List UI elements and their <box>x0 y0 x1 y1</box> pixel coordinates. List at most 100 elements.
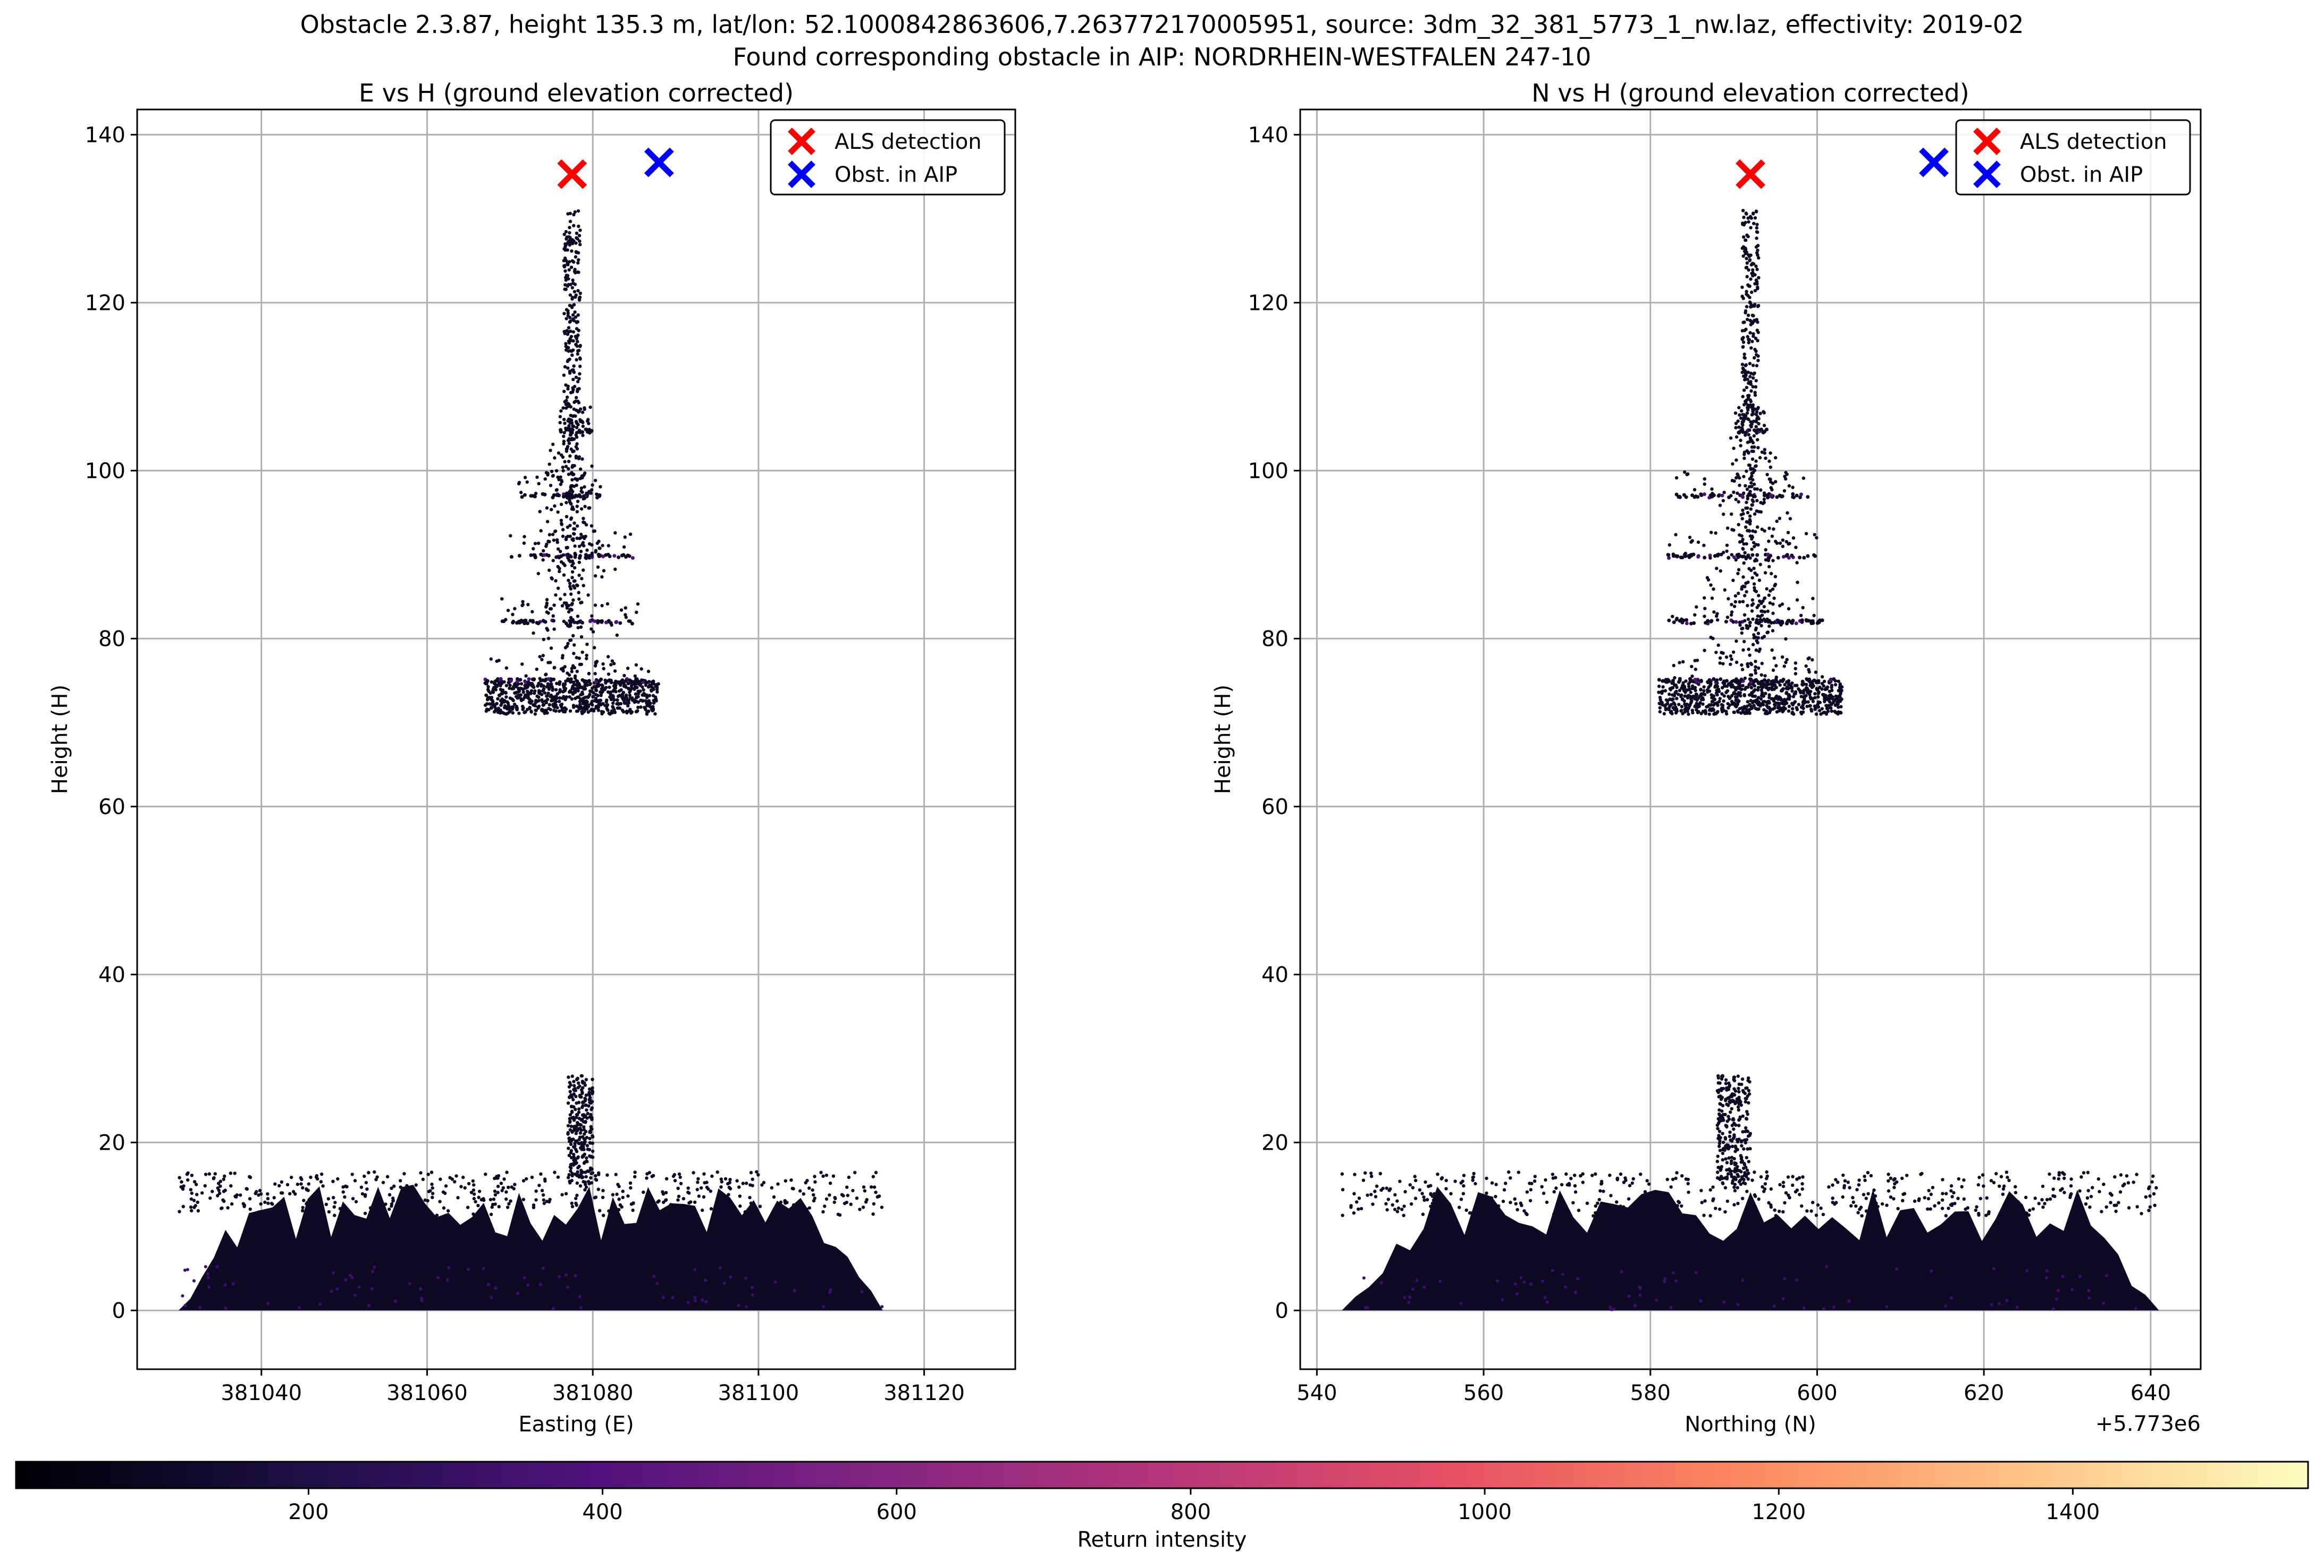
point <box>585 1156 588 1160</box>
point <box>223 1283 227 1287</box>
point <box>2108 1192 2112 1195</box>
point <box>195 1183 198 1186</box>
point <box>1781 538 1785 542</box>
point <box>279 1191 283 1195</box>
point <box>574 1116 578 1119</box>
point <box>647 704 651 707</box>
point <box>599 485 602 488</box>
point <box>568 1090 572 1093</box>
point <box>570 478 574 482</box>
point <box>576 626 580 630</box>
point <box>719 1202 723 1206</box>
point <box>1677 703 1681 706</box>
point <box>1633 1304 1637 1308</box>
point <box>1353 1173 1357 1176</box>
point <box>629 679 634 684</box>
point <box>1822 679 1826 684</box>
point <box>593 619 597 623</box>
point <box>1748 522 1752 526</box>
point <box>626 681 630 686</box>
point <box>521 600 525 604</box>
point <box>1893 1177 1897 1181</box>
point <box>624 616 628 619</box>
point <box>1708 553 1712 558</box>
point <box>832 1200 836 1204</box>
point <box>1896 1207 1900 1210</box>
point <box>594 693 598 697</box>
point <box>1780 698 1783 702</box>
point <box>1744 309 1748 313</box>
point <box>1711 699 1715 704</box>
point <box>484 1173 487 1176</box>
point <box>1754 336 1758 340</box>
point <box>561 706 565 711</box>
point <box>521 1198 525 1201</box>
point <box>671 1174 676 1178</box>
point <box>1393 1208 1397 1211</box>
point <box>364 1181 368 1185</box>
point <box>831 1174 836 1178</box>
point <box>1920 1171 1924 1176</box>
point <box>567 610 571 614</box>
point <box>578 357 582 361</box>
point <box>1749 420 1753 424</box>
point <box>2006 1175 2009 1179</box>
point <box>1762 617 1766 621</box>
point <box>1680 709 1683 712</box>
point <box>1782 705 1786 710</box>
point <box>1941 1178 1944 1182</box>
point <box>1790 711 1795 714</box>
point <box>1690 684 1695 688</box>
point <box>536 621 541 626</box>
point <box>569 265 574 269</box>
point <box>2151 1174 2155 1178</box>
point <box>804 1181 807 1185</box>
point <box>500 597 504 601</box>
point <box>1731 578 1735 583</box>
point <box>568 1136 571 1140</box>
point <box>1771 559 1775 562</box>
point <box>743 1213 746 1217</box>
point <box>1599 1179 1604 1183</box>
point <box>574 255 578 259</box>
point <box>762 1181 766 1184</box>
point <box>566 552 570 557</box>
point <box>1746 511 1750 515</box>
point <box>1893 1182 1897 1186</box>
point <box>466 1205 470 1209</box>
point <box>578 1084 582 1088</box>
point <box>565 491 569 495</box>
point <box>301 1186 305 1190</box>
point <box>573 676 577 680</box>
point <box>216 1186 220 1190</box>
point <box>1795 561 1799 564</box>
point <box>572 224 576 227</box>
point <box>492 1198 496 1201</box>
point <box>1752 633 1756 637</box>
point <box>321 1184 325 1188</box>
point <box>1767 593 1771 597</box>
point <box>646 670 651 673</box>
point <box>1730 679 1734 684</box>
point <box>1530 1182 1534 1185</box>
point <box>1748 300 1752 304</box>
point <box>541 1193 545 1197</box>
point <box>206 1272 209 1276</box>
point <box>1710 530 1713 534</box>
point <box>224 1306 228 1310</box>
point <box>588 681 592 686</box>
point <box>1725 616 1730 619</box>
point <box>1725 526 1730 530</box>
point <box>371 1270 374 1274</box>
point <box>1782 664 1786 668</box>
point <box>571 561 575 566</box>
point <box>1745 1168 1749 1172</box>
point <box>1725 1086 1729 1090</box>
point <box>1418 1188 1422 1192</box>
point <box>1737 522 1740 527</box>
point <box>1986 1212 1991 1216</box>
point <box>1798 555 1802 560</box>
point <box>551 614 555 618</box>
point <box>573 310 577 314</box>
point <box>537 1184 541 1187</box>
